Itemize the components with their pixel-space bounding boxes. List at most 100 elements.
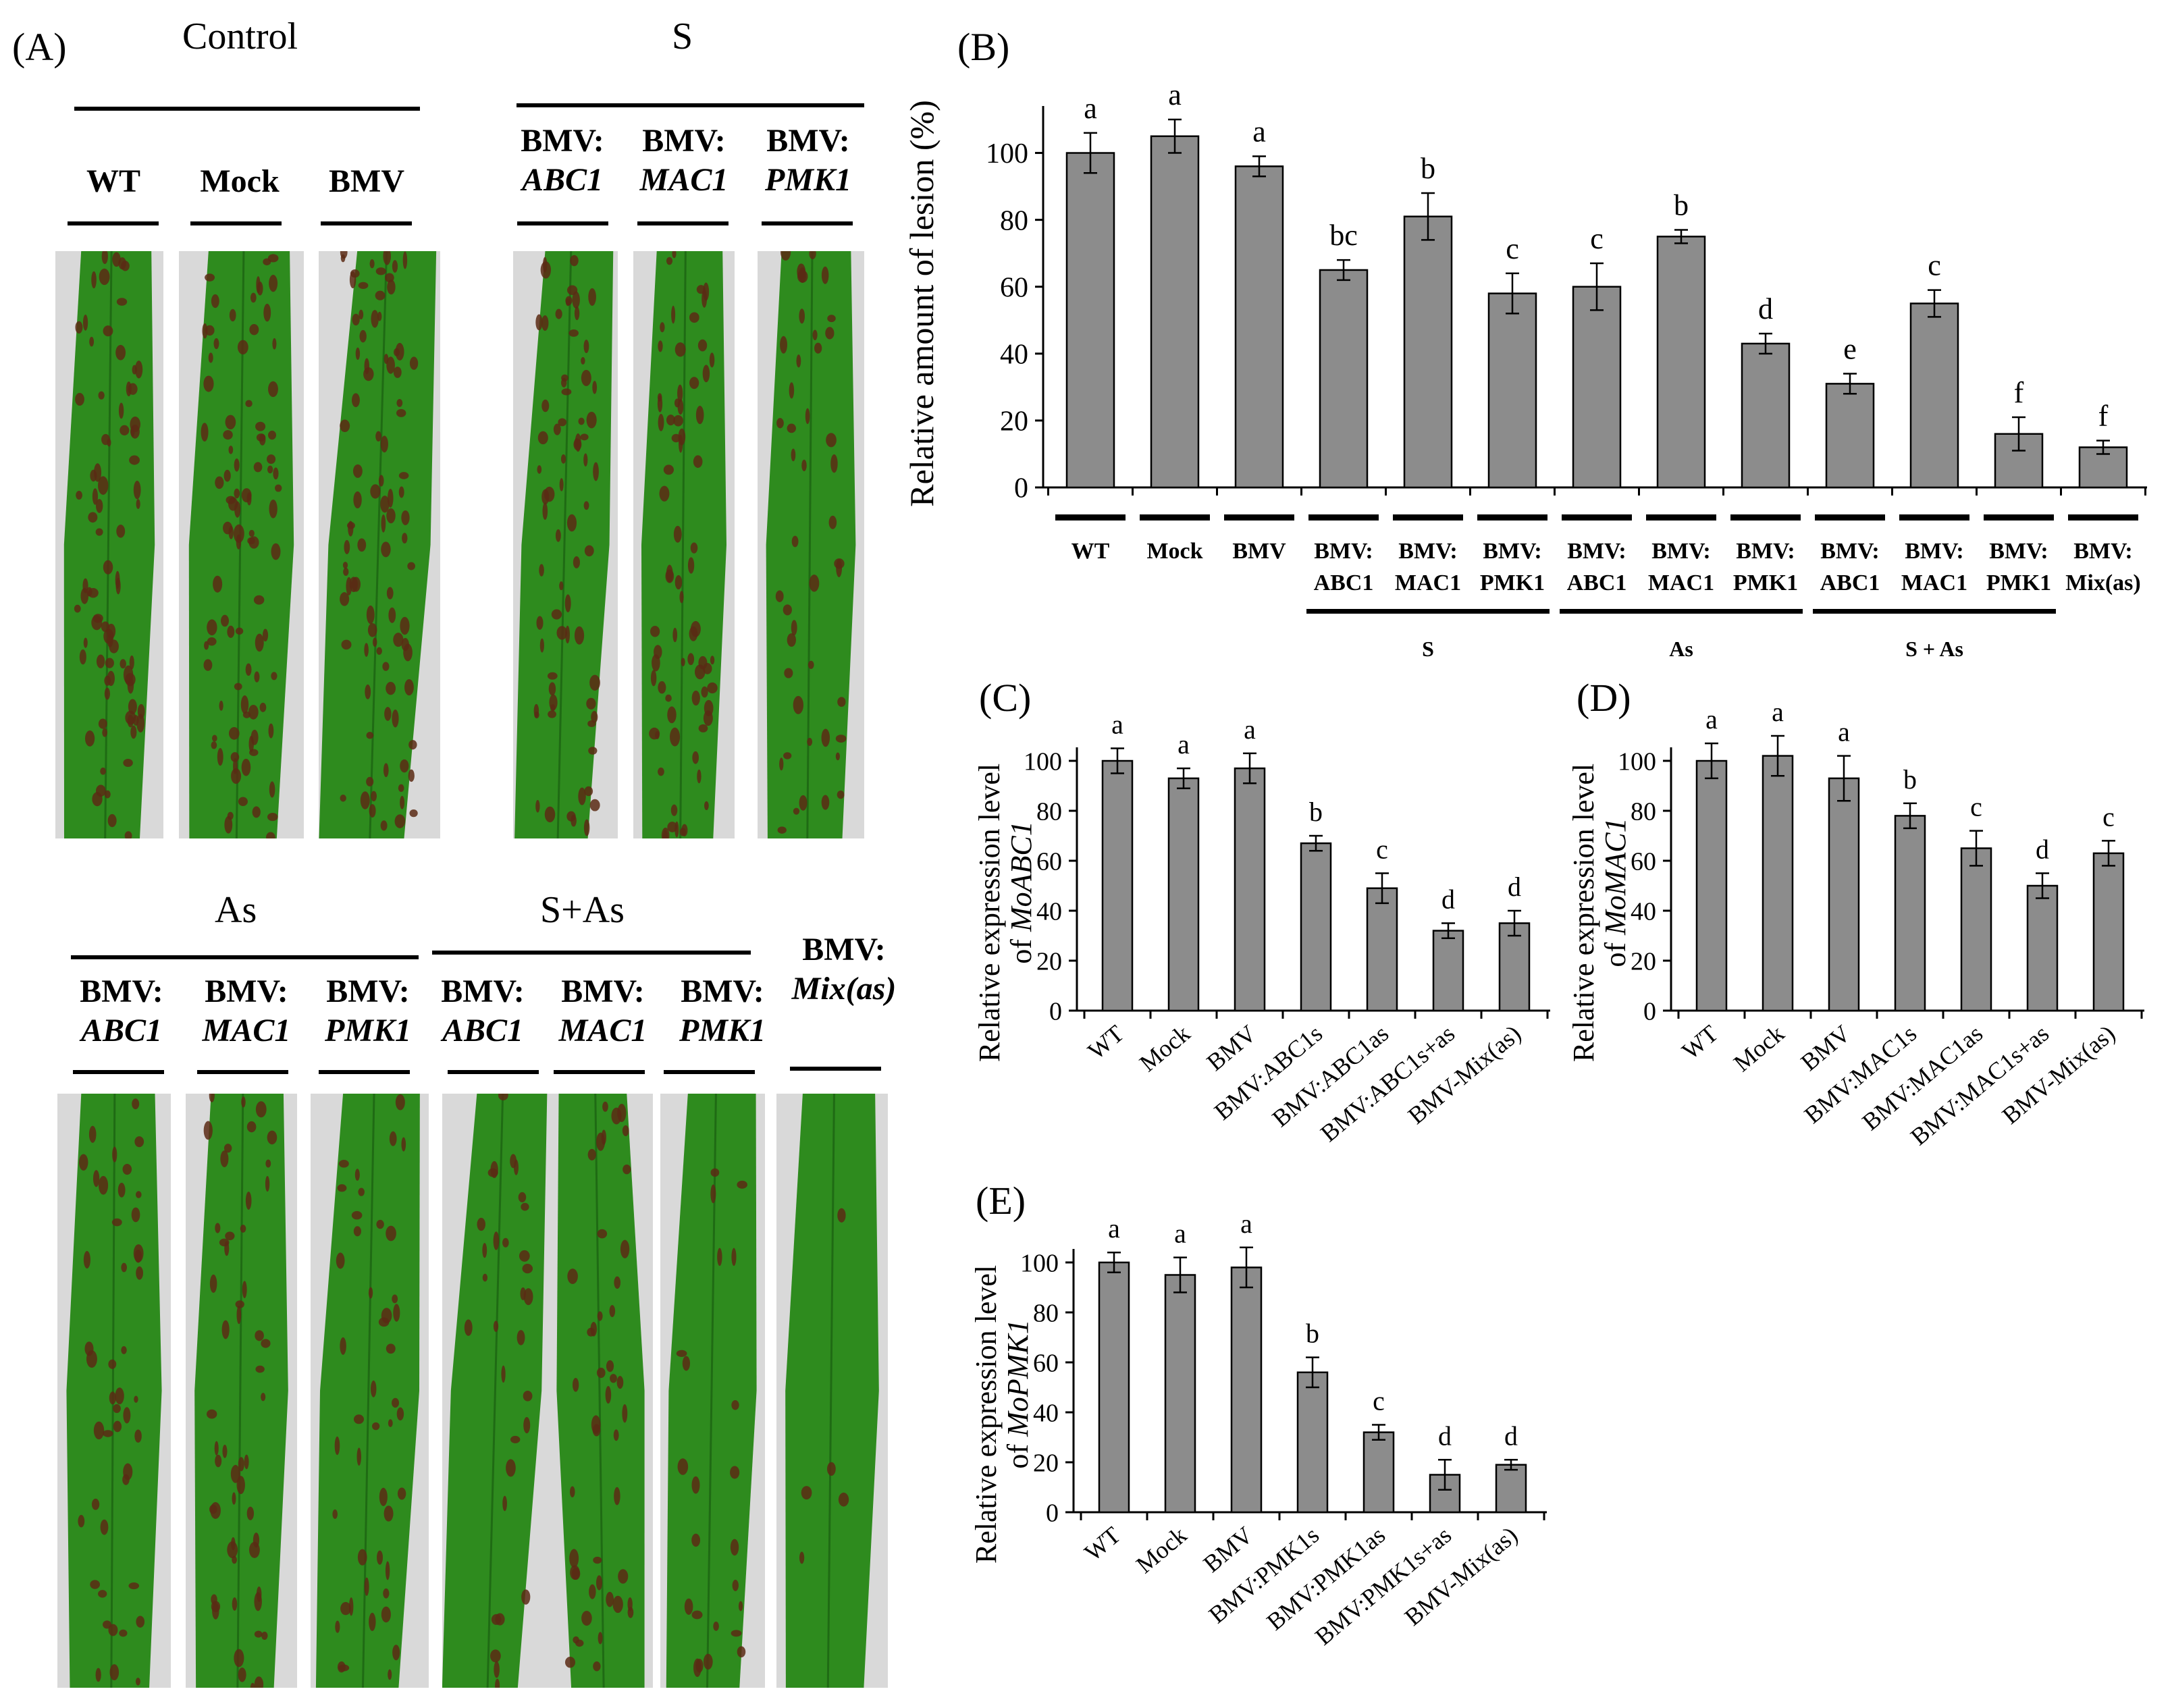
lesion-spot [235,627,244,635]
lesion-spot [261,1631,268,1640]
lesion-spot [583,453,588,466]
leaf-midrib [104,251,113,838]
lesion-spot [537,431,548,445]
lesion-spot [366,605,375,624]
lesion-spot [713,1622,719,1631]
lesion-spot [731,1399,739,1410]
lesion-spot [231,1537,236,1551]
leaf-underline [448,1070,539,1074]
lesion-spot [89,336,95,347]
lesion-spot [381,1606,391,1623]
lesion-spot [111,1218,122,1227]
leaf-label-prefix: BMV: [642,123,726,159]
significance-letter: a [1108,1213,1120,1244]
category-label: Mock [1146,539,1202,564]
lesion-spot [113,1420,122,1433]
lesion-spot [779,757,784,771]
lesion-spot [812,329,818,340]
significance-letter: f [2098,400,2109,433]
y-axis-label-gene-name: MoABC1 [1005,821,1038,932]
chart-c: 0 20 40 60 80 100 a a a b c d d Relative expression l… [973,710,1550,1147]
lesion-spot [738,1601,743,1611]
significance-letter: a [1838,717,1850,747]
leaf-image [766,251,856,838]
category-underline [1308,514,1379,521]
lesion-spot [495,1678,500,1688]
significance-letter: a [1111,710,1123,740]
bar [1164,1274,1196,1514]
lesion-spot [255,633,264,652]
lesion-spot [236,534,242,550]
lesion-spot [103,560,113,575]
lesion-spot [578,787,586,805]
significance-letter: a [1240,1208,1252,1239]
lesion-spot [589,1584,596,1599]
lesion-spot [262,629,269,642]
category-label: BMV: [1398,539,1458,564]
lesion-spot [710,1184,716,1204]
category-underline [1815,514,1885,521]
lesion-spot [380,496,390,513]
lesion-spot [388,488,394,508]
lesion-spot [568,329,579,337]
bar [1230,1266,1263,1514]
lesion-spot [789,382,795,399]
leaf-blade [766,251,856,838]
y-axis-label: Relative expression level [970,1265,1003,1564]
lesion-spot [783,604,792,616]
y-tick-label: 60 [1033,1349,1059,1377]
lesion-spot [801,1486,812,1500]
lesion-spot [257,282,263,296]
lesion-spot [572,1377,579,1392]
lesion-spot [272,338,277,350]
lesion-spot [787,633,796,647]
lesion-spot [234,488,240,499]
lesion-spot [566,514,577,532]
lesion-spot [593,1661,601,1672]
leaf-label-prefix: BMV: [205,973,288,1009]
lesion-spot [353,491,362,509]
lesion-spot [385,1561,390,1580]
lesion-spot [398,486,404,498]
lesion-spot [129,655,134,670]
lesion-spot [372,637,377,647]
leaf-photo [758,251,864,838]
lesion-spot [588,747,598,755]
sas-title: S+As [540,889,625,931]
lesion-spot [378,1317,390,1327]
leaf-label-bmv: BMV [329,163,404,199]
lesion-spot [90,1580,100,1589]
lesion-spot [235,1300,244,1308]
lesion-spot [136,1266,143,1280]
lesion-spot [799,309,805,324]
lesion-spot [254,671,260,683]
lesion-spot [223,430,233,440]
lesion-spot [234,1649,244,1667]
lesion-spot [222,1445,228,1458]
leaf-midrib [826,1094,835,1688]
lesion-spot [255,1330,264,1341]
lesion-spot [250,729,259,745]
chart-e: 0 20 40 60 80 100 a a a b c d d Relative expression l… [970,1208,1547,1651]
leaf-label-sas-pmk1: PMK1 [679,1013,766,1048]
lesion-spot [371,791,377,802]
y-tick-label: 60 [1036,847,1062,876]
lesion-spot [592,381,598,394]
lesion-spot [661,827,670,838]
lesion-spot [88,512,98,523]
category-label: WT [1071,539,1110,564]
lesion-spot [698,724,708,732]
lesion-spot [388,607,396,623]
lesion-spot [340,1337,346,1355]
lesion-spot [376,1219,384,1229]
lesion-spot [378,475,384,487]
lesion-spot [128,1582,140,1590]
lesion-spot [587,720,596,728]
lesion-spot [127,714,134,728]
significance-letter: a [1772,697,1784,727]
leaf-photo [442,1094,550,1688]
lesion-spot [88,1125,97,1143]
lesion-spot [389,1131,397,1146]
lesion-spot [245,1192,252,1210]
lesion-spot [650,670,657,687]
